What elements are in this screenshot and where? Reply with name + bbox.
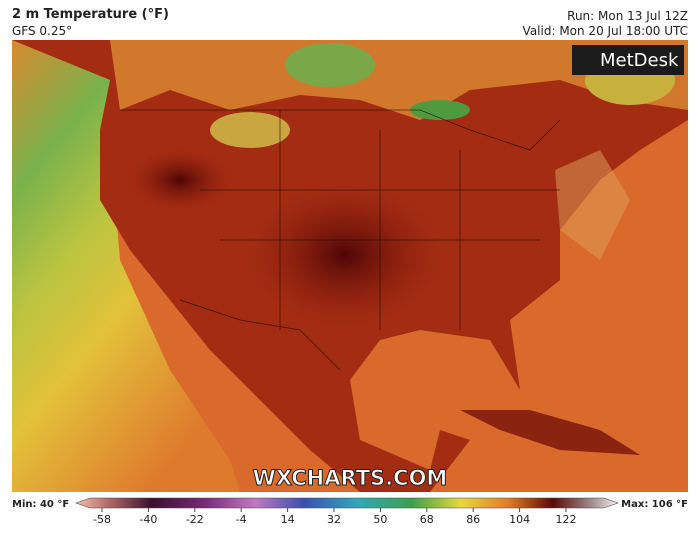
cool-area <box>410 100 470 120</box>
colorbar-ticks: -58 -40 -22 -4 14 32 50 68 86 104 122 <box>93 508 577 526</box>
max-label: Max: 106 °F <box>621 499 688 510</box>
map-title: 2 m Temperature (°F) <box>12 7 169 22</box>
colorbar-tick-label: -58 <box>93 513 111 526</box>
colorbar-tick-label: 14 <box>281 513 295 526</box>
colorbar-tick-label: 104 <box>509 513 530 526</box>
cool-area <box>210 112 290 148</box>
hot-core <box>130 150 230 210</box>
colorbar-tick-label: 32 <box>327 513 341 526</box>
atlantic-coast <box>555 150 630 260</box>
colorbar-tick-label: 50 <box>373 513 387 526</box>
canada <box>110 40 688 120</box>
logo: MetDesk <box>600 50 679 71</box>
logo-box <box>572 45 684 75</box>
hot-core <box>250 185 440 325</box>
colorbar-tick-label: 122 <box>556 513 577 526</box>
colorbar-tick-label: 86 <box>466 513 480 526</box>
run-time: Run: Mon 13 Jul 12Z <box>567 9 688 23</box>
pacific <box>12 40 240 492</box>
cool-area <box>285 43 375 87</box>
watermark: WXCHARTS.COM <box>253 466 448 490</box>
colorbar-tick-label: -4 <box>236 513 247 526</box>
model-name: GFS 0.25° <box>12 24 73 38</box>
colorbar-tick-label: -22 <box>186 513 204 526</box>
cuba <box>460 410 640 455</box>
valid-time: Valid: Mon 20 Jul 18:00 UTC <box>522 24 688 38</box>
min-label: Min: 40 °F <box>12 499 69 510</box>
colorbar-tick-label: -40 <box>139 513 157 526</box>
borders <box>120 109 561 371</box>
colorbar-tick-label: 68 <box>420 513 434 526</box>
map-area <box>12 40 688 492</box>
colorbar <box>75 497 619 509</box>
